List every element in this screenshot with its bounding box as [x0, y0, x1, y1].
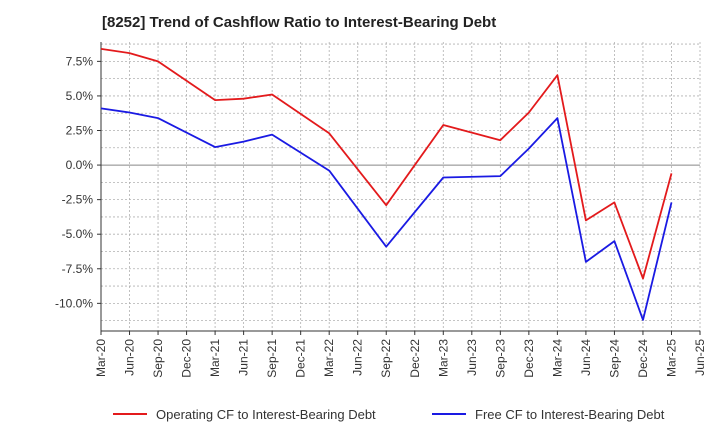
x-tick-label: Jun-23: [465, 339, 479, 376]
x-tick-label: Mar-25: [664, 339, 678, 377]
series-layer: [100, 48, 673, 321]
x-tick-label: Sep-21: [265, 339, 279, 378]
chart-title: [8252] Trend of Cashflow Ratio to Intere…: [102, 14, 497, 31]
x-tick-label: Dec-21: [294, 339, 308, 378]
x-tick-label: Sep-24: [607, 339, 621, 378]
y-tick-label: -5.0%: [62, 227, 94, 241]
y-tick-label: -7.5%: [62, 262, 94, 276]
y-tick-label: 5.0%: [66, 89, 94, 103]
x-tick-label: Jun-24: [579, 339, 593, 376]
x-tick-label: Dec-23: [522, 339, 536, 378]
x-tick-label: Jun-22: [351, 339, 365, 376]
x-tick-label: Dec-22: [408, 339, 422, 378]
x-tick-label: Mar-21: [208, 339, 222, 377]
x-tick-label: Mar-24: [550, 339, 564, 377]
series-line-operating-cf: [100, 48, 673, 280]
x-tick-label: Sep-23: [493, 339, 507, 378]
y-tick-label: 7.5%: [66, 54, 94, 68]
legend-label-free-cf: Free CF to Interest-Bearing Debt: [475, 407, 665, 422]
x-tick-label: Jun-21: [237, 339, 251, 376]
legend-layer: Operating CF to Interest-Bearing Debt Fre…: [113, 407, 665, 422]
y-tick-label: 0.0%: [66, 158, 94, 172]
axis-layer: 7.5% 5.0% 2.5% 0.0% -2.5% -5.0% -7.5% -10.0% Mar…: [55, 42, 707, 378]
x-tick-label: Sep-20: [151, 339, 165, 378]
x-tick-label: Sep-22: [379, 339, 393, 378]
x-tick-label: Mar-22: [322, 339, 336, 377]
y-tick-label: -10.0%: [55, 296, 93, 310]
x-tick-label: Mar-20: [94, 339, 108, 377]
legend-label-operating-cf: Operating CF to Interest-Bearing Debt: [156, 407, 376, 422]
y-tick-label: -2.5%: [62, 193, 94, 207]
x-tick-label: Dec-24: [636, 339, 650, 378]
series-line-free-cf: [100, 107, 673, 321]
x-tick-label: Mar-23: [436, 339, 450, 377]
x-tick-label: Jun-20: [123, 339, 137, 376]
x-tick-label: Dec-20: [180, 339, 194, 378]
x-tick-label: Jun-25: [693, 339, 707, 376]
y-tick-label: 2.5%: [66, 123, 94, 137]
